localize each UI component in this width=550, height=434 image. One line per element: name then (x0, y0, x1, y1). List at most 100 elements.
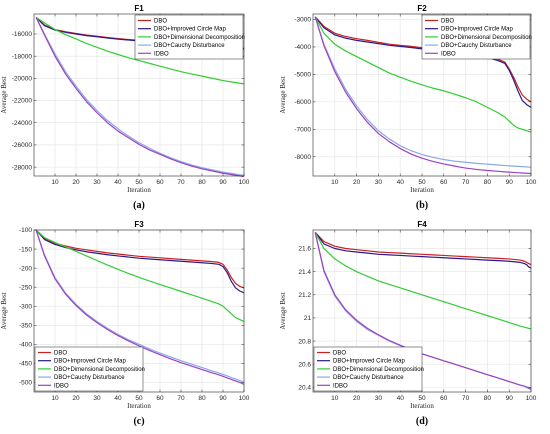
y-tick-label: -28000 (12, 164, 33, 171)
x-tick-label: 70 (462, 395, 470, 402)
y-tick-label: -26000 (12, 142, 33, 149)
x-tick-label: 80 (484, 395, 492, 402)
legend-entry: DBO+Improved Circle Map (154, 27, 227, 33)
y-tick-label: -16000 (12, 31, 33, 38)
legend-entry: IDBO (441, 51, 456, 57)
legend: DBO DBO+Improved Circle Map DBO+Dimensiona… (34, 346, 145, 392)
x-tick-label: 100 (526, 395, 537, 402)
y-tick-label: 20.4 (298, 385, 311, 392)
x-tick-label: 10 (331, 395, 339, 402)
x-tick-label: 40 (397, 395, 405, 402)
x-tick-label: 30 (375, 395, 383, 402)
y-tick-label: -8000 (294, 154, 311, 161)
legend-entry: DBO+Cauchy Disturbance (441, 43, 512, 49)
legend-entry: DBO+Improved Circle Map (441, 27, 514, 33)
y-tick-label: 21.2 (298, 292, 311, 299)
y-tick-label: -200 (19, 265, 32, 272)
x-tick-label: 30 (93, 179, 101, 186)
chart-panel-1: 10 20 30 40 50 60 70 80 90 100 -28000 -26000 -24000 -… (0, 4, 250, 211)
legend-entry: IDBO (154, 51, 169, 57)
legend: DBO DBO+Improved Circle Map DBO+Dimensiona… (134, 14, 245, 60)
x-tick-label: 10 (51, 179, 59, 186)
series-line-5 (35, 17, 245, 178)
legend-entry: DBO+Dimensional Decomposition (54, 367, 145, 373)
x-axis-label: Iteration (127, 186, 151, 194)
series-line-3 (35, 16, 245, 85)
series-line-1 (314, 231, 532, 266)
y-tick-label: 21.6 (298, 246, 311, 253)
legend: DBO DBO+Improved Circle Map DBO+Dimensiona… (313, 346, 424, 392)
chart-title: F3 (134, 220, 144, 229)
legend-entry: DBO+Cauchy Disturbance (54, 375, 125, 381)
y-tick-label: -350 (19, 322, 32, 329)
y-tick-label: -7000 (294, 127, 311, 134)
series-line-2 (35, 229, 245, 294)
legend-entry: DBO+Cauchy Disturbance (154, 43, 225, 49)
x-tick-label: 30 (93, 395, 101, 402)
chart-title: F1 (134, 4, 144, 13)
y-axis-label: Average Best (0, 292, 8, 329)
x-tick-label: 50 (135, 179, 143, 186)
y-tick-label: -150 (19, 246, 32, 253)
legend-box (313, 346, 423, 392)
x-tick-label: 70 (177, 395, 185, 402)
x-tick-label: 90 (219, 179, 227, 186)
y-tick-label: -250 (19, 284, 32, 291)
x-tick-label: 90 (506, 179, 514, 186)
x-tick-label: 40 (397, 179, 405, 186)
legend-entry: IDBO (54, 383, 69, 389)
x-axis-label: Iteration (410, 402, 434, 410)
x-tick-label: 60 (156, 395, 164, 402)
legend-box (134, 14, 244, 60)
x-tick-label: 80 (198, 179, 206, 186)
x-tick-label: 50 (135, 395, 143, 402)
x-tick-label: 80 (484, 179, 492, 186)
legend-entry: DBO+Improved Circle Map (333, 359, 406, 365)
x-tick-label: 60 (440, 179, 448, 186)
x-tick-label: 20 (353, 179, 361, 186)
y-tick-label: -4000 (294, 44, 311, 51)
legend-entry: IDBO (333, 383, 348, 389)
legend-entry: DBO (154, 19, 167, 25)
x-tick-label: 20 (353, 395, 361, 402)
legend-entry: DBO (333, 351, 346, 357)
y-tick-label: -24000 (12, 120, 33, 127)
x-tick-label: 50 (418, 395, 426, 402)
series-line-3 (314, 232, 532, 330)
series-line-5 (35, 229, 245, 385)
x-tick-label: 10 (331, 179, 339, 186)
x-tick-label: 40 (114, 179, 122, 186)
legend-entry: DBO (441, 19, 454, 25)
x-tick-label: 40 (114, 395, 122, 402)
y-tick-label: -100 (19, 227, 32, 234)
panel-label: (a) (133, 200, 145, 211)
chart-title: F4 (417, 220, 427, 229)
x-tick-label: 90 (219, 395, 227, 402)
x-axis-label: Iteration (410, 186, 434, 194)
y-tick-label: -5000 (294, 72, 311, 79)
x-tick-label: 20 (72, 179, 80, 186)
series-line-5 (314, 232, 532, 390)
chart-panel-3: 10 20 30 40 50 60 70 80 90 100 -500 -450 -400 -350 -30… (0, 220, 250, 427)
panel-label: (b) (416, 200, 428, 211)
series-line-5 (314, 16, 532, 175)
legend-entry: DBO+Improved Circle Map (54, 359, 127, 365)
y-tick-label: -300 (19, 303, 32, 310)
panel-label: (d) (416, 416, 428, 427)
series-line-2 (314, 231, 532, 269)
x-tick-label: 90 (506, 395, 514, 402)
x-tick-label: 100 (526, 179, 537, 186)
x-tick-label: 100 (239, 179, 250, 186)
x-tick-label: 50 (418, 179, 426, 186)
y-tick-label: -3000 (294, 17, 311, 24)
x-tick-label: 100 (239, 395, 250, 402)
y-axis-label: Average Best (279, 76, 287, 113)
legend-entry: DBO (54, 351, 67, 357)
x-tick-label: 30 (375, 179, 383, 186)
legend-entry: DBO+Dimensional Decomposition (441, 35, 532, 41)
y-tick-label: -450 (19, 361, 32, 368)
legend-box (34, 346, 144, 392)
y-tick-label: 21 (304, 315, 312, 322)
x-tick-label: 80 (198, 395, 206, 402)
legend-entry: DBO+Cauchy Disturbance (333, 375, 404, 381)
